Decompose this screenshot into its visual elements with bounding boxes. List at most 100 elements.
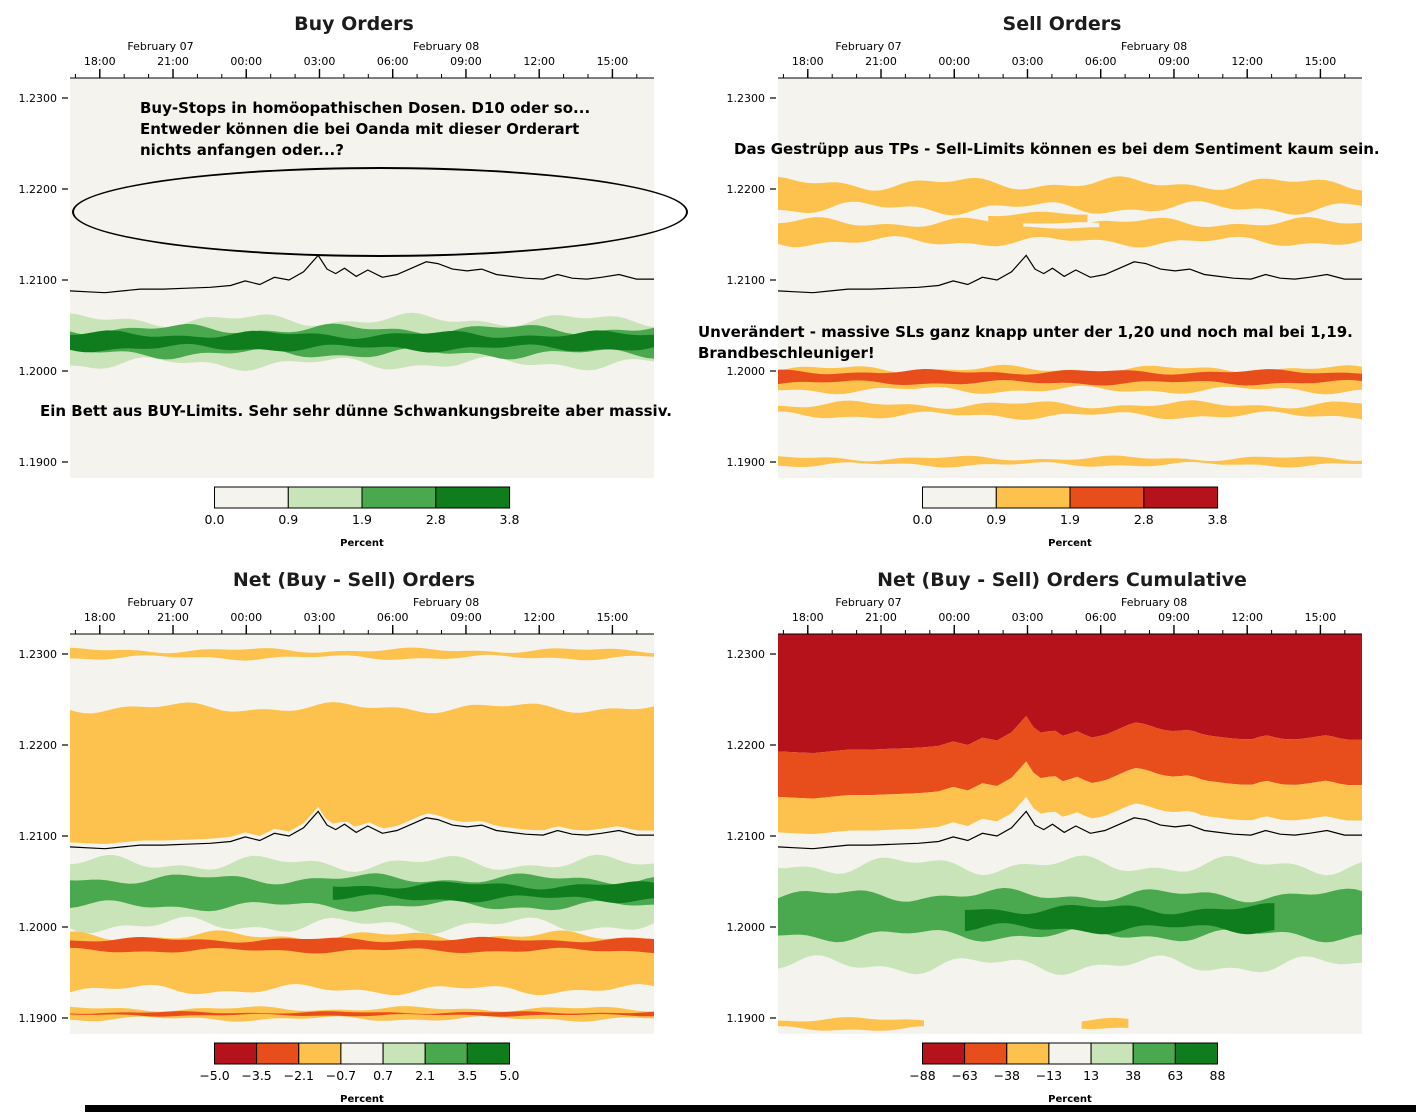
svg-text:February 08: February 08 — [1121, 596, 1187, 609]
chart-title: Net (Buy - Sell) Orders Cumulative — [877, 569, 1247, 591]
svg-text:1.2200: 1.2200 — [727, 739, 766, 752]
svg-text:−63: −63 — [951, 1068, 977, 1083]
svg-text:1.2200: 1.2200 — [19, 183, 58, 196]
svg-text:00:00: 00:00 — [230, 55, 262, 68]
net-orders-cumulative-chart: 18:00 21:00 00:00 03:00 06:00 09:00 12:00 15:00… — [727, 596, 1362, 1105]
svg-text:1.2100: 1.2100 — [727, 274, 766, 287]
price-line — [69, 810, 654, 850]
svg-text:1.2100: 1.2100 — [19, 830, 58, 843]
colorbar-legend: 0.0 0.9 1.9 2.8 3.8 Percent — [913, 486, 1227, 549]
svg-text:15:00: 15:00 — [597, 611, 629, 624]
price-line — [777, 254, 1362, 294]
annotation-buy-stops: Buy-Stops in homöopathischen Dosen. D10 … — [140, 99, 591, 159]
svg-text:February 07: February 07 — [127, 40, 193, 53]
panel-sell-orders: Sell Orders 18:00 21:00 00:00 03:00 06:00 09:… — [698, 0, 1416, 556]
plot-background — [70, 78, 654, 478]
svg-text:Percent: Percent — [1048, 1094, 1092, 1105]
price-axis: 1.2300 1.2200 1.2100 1.2000 1.1900 — [19, 648, 68, 1025]
time-axis: 18:00 21:00 00:00 03:00 06:00 09:00 12:00 15:00… — [70, 596, 654, 635]
svg-text:0.9: 0.9 — [986, 512, 1006, 527]
svg-text:0.0: 0.0 — [205, 512, 225, 527]
svg-text:1.2000: 1.2000 — [19, 365, 58, 378]
svg-text:1.9: 1.9 — [1060, 512, 1080, 527]
price-axis: 1.2300 1.2200 1.2100 1.2000 1.1900 — [727, 648, 776, 1025]
svg-text:2.8: 2.8 — [426, 512, 446, 527]
svg-text:February 08: February 08 — [413, 596, 479, 609]
time-axis: 18:00 21:00 00:00 03:00 06:00 09:00 12:00 15:00… — [778, 596, 1362, 635]
svg-text:5.0: 5.0 — [500, 1068, 520, 1083]
svg-text:12:00: 12:00 — [523, 55, 555, 68]
svg-text:−88: −88 — [909, 1068, 935, 1083]
svg-text:38: 38 — [1125, 1068, 1141, 1083]
order-bands — [70, 647, 654, 1022]
bottom-border — [85, 1105, 1416, 1112]
svg-text:88: 88 — [1210, 1068, 1226, 1083]
svg-text:21:00: 21:00 — [865, 611, 897, 624]
svg-text:1.2200: 1.2200 — [19, 739, 58, 752]
time-axis: 18:00 21:00 00:00 03:00 06:00 09:00 12:00 15:00… — [70, 40, 654, 79]
svg-text:February 08: February 08 — [413, 40, 479, 53]
annotation-sell-limits: Das Gestrüpp aus TPs - Sell-Limits könne… — [734, 140, 1380, 158]
svg-text:1.1900: 1.1900 — [727, 1012, 766, 1025]
svg-text:21:00: 21:00 — [865, 55, 897, 68]
svg-text:1.2300: 1.2300 — [727, 92, 766, 105]
annotation-stop-losses: Unverändert - massive SLs ganz knapp unt… — [698, 323, 1353, 362]
svg-text:15:00: 15:00 — [1305, 55, 1337, 68]
svg-text:03:00: 03:00 — [304, 55, 336, 68]
svg-text:06:00: 06:00 — [377, 55, 409, 68]
panel-buy-orders: Buy Orders 18:00 21:00 00:00 03:00 06:00 09:0… — [0, 0, 708, 556]
svg-text:3.8: 3.8 — [500, 512, 520, 527]
svg-text:1.2000: 1.2000 — [727, 365, 766, 378]
svg-text:63: 63 — [1167, 1068, 1183, 1083]
price-axis: 1.2300 1.2200 1.2100 1.2000 1.1900 — [19, 92, 68, 469]
svg-text:−3.5: −3.5 — [241, 1068, 271, 1083]
svg-text:1.1900: 1.1900 — [19, 456, 58, 469]
chart-title: Buy Orders — [294, 13, 414, 35]
svg-text:00:00: 00:00 — [230, 611, 262, 624]
svg-text:Percent: Percent — [1048, 538, 1092, 549]
order-bands — [778, 176, 1362, 468]
svg-text:1.2100: 1.2100 — [19, 274, 58, 287]
buy-orders-chart: 18:00 21:00 00:00 03:00 06:00 09:00 12:00 15:00… — [19, 40, 654, 549]
colorbar-legend: −5.0 −3.5 −2.1 −0.7 0.7 2.1 3.5 5.0 Percent — [199, 1042, 520, 1105]
svg-text:0.7: 0.7 — [373, 1068, 393, 1083]
svg-text:13: 13 — [1083, 1068, 1099, 1083]
svg-text:0.9: 0.9 — [278, 512, 298, 527]
order-bands — [70, 312, 654, 371]
price-axis: 1.2300 1.2200 1.2100 1.2000 1.1900 — [727, 92, 776, 469]
svg-text:−13: −13 — [1036, 1068, 1062, 1083]
price-line — [777, 810, 1362, 850]
svg-text:1.2300: 1.2300 — [19, 648, 58, 661]
highlight-ellipse — [72, 167, 688, 257]
svg-text:Percent: Percent — [340, 1094, 384, 1105]
svg-text:Percent: Percent — [340, 538, 384, 549]
svg-text:00:00: 00:00 — [938, 55, 970, 68]
svg-text:1.2100: 1.2100 — [727, 830, 766, 843]
panel-net-orders: Net (Buy - Sell) Orders 18:00 21:00 00:00 0… — [0, 556, 708, 1112]
panel-net-orders-cumulative: Net (Buy - Sell) Orders Cumulative 18:00… — [708, 556, 1416, 1112]
svg-text:February 07: February 07 — [835, 40, 901, 53]
svg-text:−5.0: −5.0 — [199, 1068, 229, 1083]
svg-text:09:00: 09:00 — [1158, 55, 1190, 68]
svg-text:0.0: 0.0 — [913, 512, 933, 527]
svg-text:03:00: 03:00 — [1012, 611, 1044, 624]
svg-text:1.9: 1.9 — [352, 512, 372, 527]
svg-text:1.1900: 1.1900 — [19, 1012, 58, 1025]
chart-title: Sell Orders — [1002, 13, 1122, 35]
svg-text:18:00: 18:00 — [84, 611, 116, 624]
annotation-buy-limits: Ein Bett aus BUY-Limits. Sehr sehr dünne… — [40, 402, 672, 420]
sell-orders-chart: 18:00 21:00 00:00 03:00 06:00 09:00 12:00 15:00… — [727, 40, 1362, 549]
svg-text:03:00: 03:00 — [1012, 55, 1044, 68]
svg-text:−0.7: −0.7 — [326, 1068, 356, 1083]
colorbar-legend: 0.0 0.9 1.9 2.8 3.8 Percent — [205, 486, 520, 549]
svg-text:21:00: 21:00 — [157, 611, 189, 624]
colorbar-legend: −88 −63 −38 −13 13 38 63 88 Percent — [909, 1042, 1226, 1105]
svg-text:12:00: 12:00 — [523, 611, 555, 624]
svg-text:2.8: 2.8 — [1134, 512, 1154, 527]
order-bands — [778, 634, 1362, 1031]
svg-text:12:00: 12:00 — [1231, 55, 1263, 68]
svg-text:00:00: 00:00 — [938, 611, 970, 624]
svg-text:15:00: 15:00 — [597, 55, 629, 68]
svg-text:15:00: 15:00 — [1305, 611, 1337, 624]
